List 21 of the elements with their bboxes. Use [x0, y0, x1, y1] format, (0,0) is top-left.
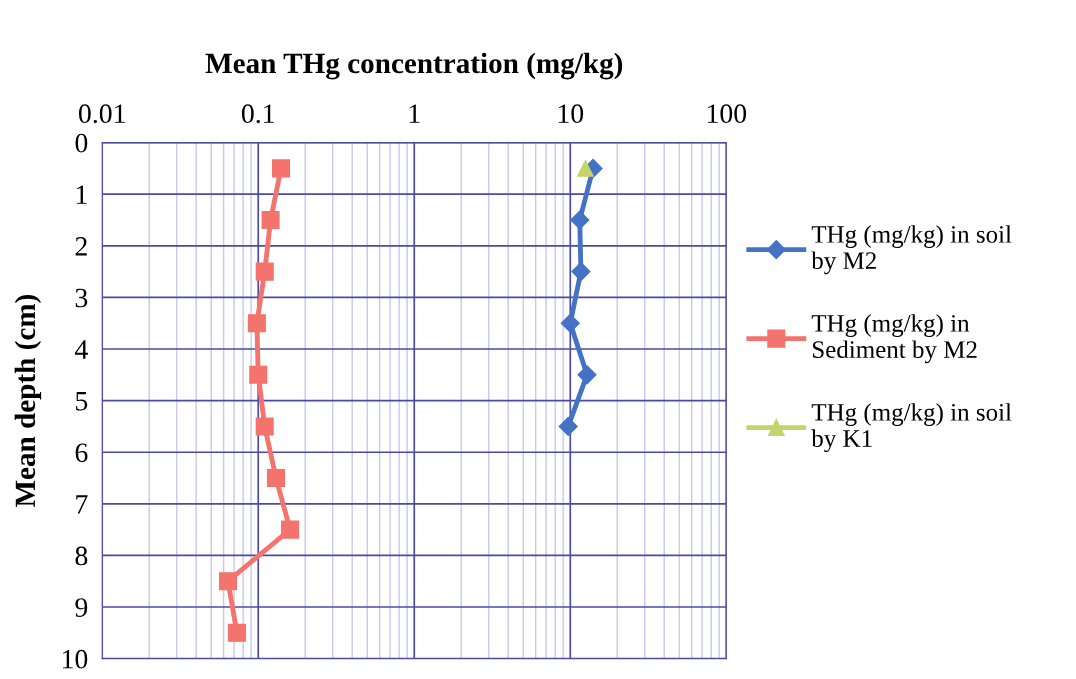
legend-label: THg (mg/kg) in Sediment by M2 — [811, 314, 977, 364]
x-axis-title: Mean THg concentration (mg/kg) — [205, 52, 623, 80]
y-tick-label: 0 — [75, 133, 88, 153]
legend-label: THg (mg/kg) in soil by K1 — [811, 403, 1012, 453]
x-tick-label: 100 — [707, 104, 747, 124]
y-tick-label: 9 — [75, 598, 88, 617]
y-tick-label: 3 — [75, 288, 88, 308]
x-tick-label: 0.01 — [78, 104, 125, 124]
y-tick-label: 2 — [75, 237, 87, 256]
legend-label: THg (mg/kg) in soil by M2 — [811, 225, 1012, 275]
x-tick-label: 0.1 — [241, 104, 274, 124]
y-tick-label: 8 — [75, 546, 88, 566]
y-tick-label: 7 — [76, 495, 88, 514]
x-tick-label: 10 — [558, 104, 584, 124]
x-tick-label: 1 — [409, 104, 420, 123]
y-tick-label: 1 — [76, 185, 87, 204]
y-tick-label: 4 — [74, 340, 88, 359]
y-tick-label: 5 — [76, 392, 88, 411]
y-axis-title: Mean depth (cm) — [14, 294, 42, 508]
y-tick-label: 6 — [75, 443, 88, 463]
y-tick-label: 10 — [63, 649, 88, 669]
